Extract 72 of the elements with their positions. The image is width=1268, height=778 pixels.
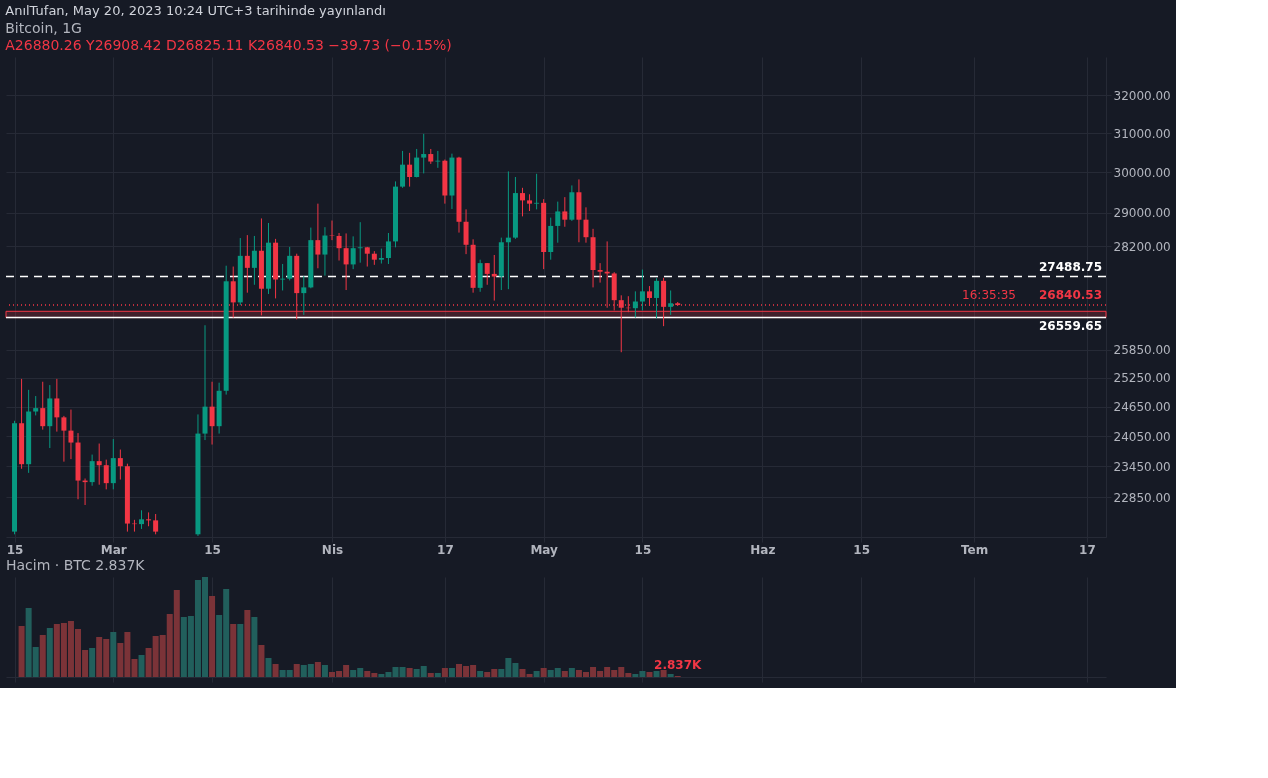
bar [406, 668, 413, 677]
x-tick-label: Haz [750, 542, 776, 557]
x-tick-label: 17 [437, 542, 454, 557]
candlestick [280, 263, 286, 291]
ref-line-label: 26840.53 [1038, 288, 1102, 303]
chart-title: Bitcoin, 1G [5, 20, 82, 36]
y-tick-label: 22850.00 [1113, 490, 1171, 505]
bar [448, 668, 455, 677]
bar [18, 626, 25, 677]
x-tick-label: Nis [321, 542, 344, 557]
candlestick [534, 173, 540, 210]
y-tick-label: 25850.00 [1113, 343, 1171, 358]
candlestick [357, 221, 363, 264]
bar [237, 624, 244, 677]
y-tick-label: 30000.00 [1113, 165, 1171, 180]
bar [265, 658, 272, 677]
bar [533, 671, 540, 677]
bar [477, 671, 484, 677]
x-tick-label: 17 [1079, 542, 1096, 557]
bar [660, 670, 667, 677]
bar [209, 596, 216, 677]
bar [39, 635, 46, 677]
annotation: 16:35:35 [962, 288, 1016, 303]
y-tick-label: 31000.00 [1113, 126, 1171, 141]
candlestick [435, 150, 441, 169]
bar [321, 665, 328, 677]
x-tick-label: Tem [960, 542, 989, 557]
bar [258, 645, 265, 677]
annotation: 2.837K [654, 658, 703, 672]
text: AnılTufan, May 20, 2023 10:24 UTC+3 tarihinde yayınlandı [5, 3, 386, 18]
bar [293, 664, 300, 677]
bar [272, 664, 279, 677]
y-tick-label: 29000.00 [1113, 206, 1171, 221]
bar [441, 668, 448, 677]
y-tick-label: 24050.00 [1113, 429, 1171, 444]
ref-line-label: 27488.75 [1038, 259, 1102, 274]
bar [568, 668, 575, 677]
candlestick [527, 193, 533, 212]
candlestick [33, 395, 39, 416]
bar [561, 671, 568, 677]
chart-title: Hacim · BTC 2.837K [6, 557, 146, 573]
y-tick-label: 25250.00 [1113, 371, 1171, 386]
bar [519, 669, 526, 677]
bar [434, 673, 441, 677]
bar [653, 671, 660, 677]
bar [540, 668, 547, 677]
bar [314, 662, 321, 677]
bar [138, 655, 145, 677]
y-tick-label: 32000.00 [1113, 88, 1171, 103]
x-tick-label: 15 [6, 542, 24, 557]
chart-subtitle: A26880.26 Y26908.42 D26825.11 K26840.53 −39.73 (−0.15%) [5, 37, 452, 53]
y-tick-label: 23450.00 [1113, 459, 1171, 474]
x-tick-label: 15 [634, 542, 652, 557]
bar [399, 667, 406, 677]
bar [230, 624, 237, 677]
bar [526, 674, 533, 677]
ref-line-label: 26559.65 [1038, 318, 1102, 333]
bar [427, 673, 434, 677]
x-tick-label: 15 [853, 542, 870, 557]
bar [110, 632, 117, 677]
x-tick-label: 15 [204, 542, 221, 557]
bar [89, 648, 96, 677]
bar [646, 672, 653, 677]
y-tick-label: 28200.00 [1113, 239, 1171, 254]
candlestick [491, 254, 497, 302]
bar [244, 610, 251, 677]
bar [251, 617, 258, 677]
y-tick-label: 24650.00 [1113, 400, 1171, 415]
bar [667, 674, 674, 677]
x-tick-label: Mar [100, 542, 127, 557]
x-tick-label: May [530, 542, 559, 557]
bar [46, 628, 53, 677]
